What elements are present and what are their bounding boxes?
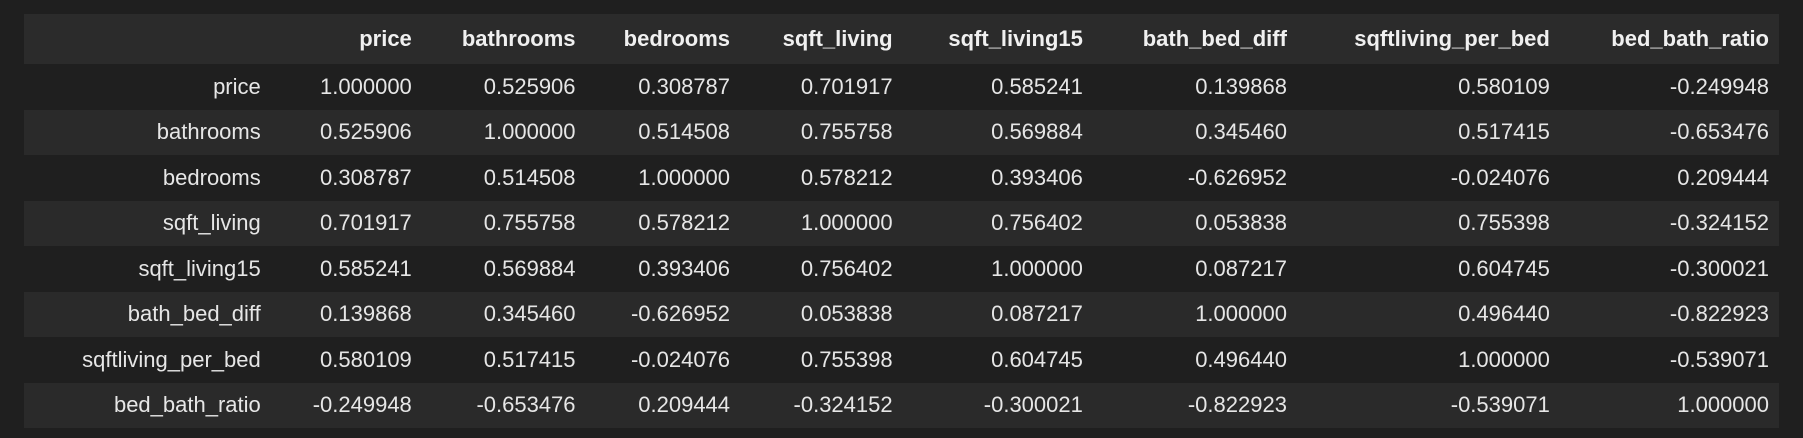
column-header: price (270, 14, 422, 64)
table-cell: -0.539071 (1669, 346, 1769, 372)
table-cell: 0.496440 (1458, 301, 1550, 327)
table-row: bed_bath_ratio -0.249948 -0.653476 0.209… (24, 382, 1779, 428)
table-cell: 0.345460 (1195, 119, 1287, 145)
table-cell: 0.053838 (1195, 210, 1287, 236)
table-cell: -0.249948 (1669, 73, 1769, 99)
table-cell: -0.324152 (1669, 210, 1769, 236)
row-label: bed_bath_ratio (113, 392, 261, 418)
table-cell: 0.345460 (483, 301, 576, 327)
table-cell: 0.755398 (1458, 210, 1550, 236)
row-label: bathrooms (156, 119, 261, 145)
table-cell: 0.756402 (991, 210, 1083, 236)
table-cell: 1.000000 (800, 210, 893, 236)
table-body: price 1.000000 0.525906 0.308787 0.70191… (24, 64, 1779, 428)
table-cell: 0.755758 (800, 119, 893, 145)
table-cell: 1.000000 (1677, 392, 1769, 418)
table-cell: 0.578212 (800, 164, 893, 190)
row-label: bath_bed_diff (127, 301, 261, 327)
row-label: sqft_living (162, 210, 261, 236)
table-cell: 0.053838 (800, 301, 893, 327)
table-row: bath_bed_diff 0.139868 0.345460 -0.62695… (24, 291, 1779, 337)
table-cell: 0.755758 (483, 210, 576, 236)
table-cell: 0.139868 (1195, 73, 1287, 99)
table-cell: -0.653476 (1669, 119, 1769, 145)
table-cell: -0.300021 (1669, 255, 1769, 281)
column-header: bedrooms (585, 14, 741, 64)
table-cell: 0.755398 (800, 346, 893, 372)
table-cell: 0.308787 (638, 73, 731, 99)
table-cell: 0.604745 (1458, 255, 1550, 281)
row-label: sqft_living15 (138, 255, 261, 281)
table-cell: 0.393406 (991, 164, 1083, 190)
table-cell: -0.653476 (476, 392, 576, 418)
table-cell: 1.000000 (483, 119, 576, 145)
correlation-table: price bathrooms bedrooms sqft_living sqf… (24, 14, 1779, 428)
dataframe-output: price bathrooms bedrooms sqft_living sqf… (24, 14, 1779, 428)
column-header: sqft_living (740, 14, 903, 64)
table-cell: 0.569884 (483, 255, 576, 281)
table-cell: -0.024076 (630, 346, 731, 372)
table-cell: 1.000000 (991, 255, 1083, 281)
table-cell: -0.822923 (1187, 392, 1287, 418)
table-row: price 1.000000 0.525906 0.308787 0.70191… (24, 64, 1779, 110)
column-header: bath_bed_diff (1092, 14, 1297, 64)
table-cell: 0.517415 (483, 346, 576, 372)
row-label: price (213, 73, 261, 99)
table-cell: 0.525906 (320, 119, 412, 145)
column-header: sqft_living15 (902, 14, 1093, 64)
table-cell: 0.701917 (320, 210, 412, 236)
table-cell: 0.701917 (800, 73, 893, 99)
column-header-index (24, 14, 271, 64)
table-cell: -0.626952 (1187, 164, 1287, 190)
table-row: sqftliving_per_bed 0.580109 0.517415 -0.… (24, 337, 1779, 383)
table-cell: 0.087217 (991, 301, 1083, 327)
table-cell: -0.822923 (1669, 301, 1769, 327)
table-cell: 0.585241 (991, 73, 1083, 99)
table-cell: 0.496440 (1195, 346, 1287, 372)
column-header: bed_bath_ratio (1559, 14, 1779, 64)
table-cell: -0.300021 (983, 392, 1083, 418)
table-cell: 0.585241 (320, 255, 412, 281)
table-cell: 0.756402 (800, 255, 893, 281)
header-row: price bathrooms bedrooms sqft_living sqf… (24, 14, 1779, 64)
table-row: sqft_living15 0.585241 0.569884 0.393406… (24, 246, 1779, 292)
table-cell: 1.000000 (638, 164, 731, 190)
table-row: bathrooms 0.525906 1.000000 0.514508 0.7… (24, 109, 1779, 155)
table-cell: 0.580109 (1458, 73, 1550, 99)
row-label: bedrooms (162, 164, 261, 190)
table-cell: 0.308787 (320, 164, 412, 190)
table-cell: -0.626952 (630, 301, 731, 327)
table-cell: 0.209444 (638, 392, 731, 418)
table-cell: 0.514508 (638, 119, 731, 145)
table-cell: 0.525906 (483, 73, 576, 99)
table-row: bedrooms 0.308787 0.514508 1.000000 0.57… (24, 155, 1779, 201)
table-cell: 0.569884 (991, 119, 1083, 145)
table-cell: -0.324152 (793, 392, 893, 418)
table-cell: -0.539071 (1450, 392, 1550, 418)
table-header: price bathrooms bedrooms sqft_living sqf… (24, 14, 1779, 64)
table-cell: 0.580109 (320, 346, 412, 372)
table-cell: 0.393406 (638, 255, 731, 281)
table-cell: 0.209444 (1677, 164, 1769, 190)
column-header: sqftliving_per_bed (1296, 14, 1560, 64)
table-cell: -0.024076 (1450, 164, 1550, 190)
table-cell: 1.000000 (1195, 301, 1287, 327)
table-cell: 0.514508 (483, 164, 576, 190)
column-header: bathrooms (421, 14, 586, 64)
table-cell: 1.000000 (320, 73, 412, 99)
table-cell: 0.139868 (320, 301, 412, 327)
table-cell: 0.578212 (638, 210, 731, 236)
table-cell: 0.087217 (1195, 255, 1287, 281)
table-cell: 0.517415 (1458, 119, 1550, 145)
row-label: sqftliving_per_bed (82, 346, 261, 372)
table-row: sqft_living 0.701917 0.755758 0.578212 1… (24, 200, 1779, 246)
table-cell: 1.000000 (1458, 346, 1550, 372)
table-cell: 0.604745 (991, 346, 1083, 372)
table-cell: -0.249948 (312, 392, 412, 418)
